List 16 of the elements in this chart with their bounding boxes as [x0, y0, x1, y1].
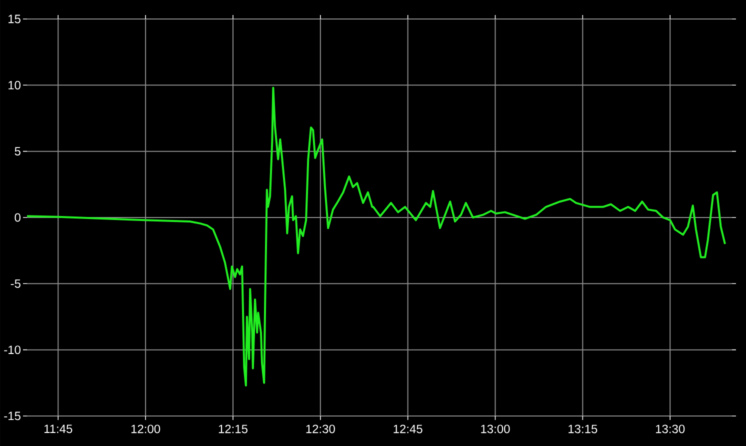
y-tick-label: 10	[8, 80, 21, 90]
y-tick-label: -10	[4, 346, 21, 354]
line-series	[26, 86, 726, 387]
x-tick-label: 13:30	[656, 424, 685, 434]
x-tick-label: 12:30	[306, 424, 335, 434]
y-tick-label: 0	[14, 213, 21, 222]
x-tick-label: 12:15	[218, 424, 248, 434]
x-tick-label: 13:15	[568, 424, 598, 434]
y-tick-label: 5	[14, 147, 20, 156]
y-tick-label: -15	[4, 412, 20, 420]
x-tick-label: 12:00	[131, 424, 160, 434]
y-tick-label: -5	[10, 279, 20, 288]
y-tick-label: 15	[8, 14, 20, 24]
x-tick-label: 13:00	[481, 424, 510, 434]
x-tick-label: 11:45	[44, 424, 72, 434]
x-tick-label: 12:45	[394, 424, 422, 434]
